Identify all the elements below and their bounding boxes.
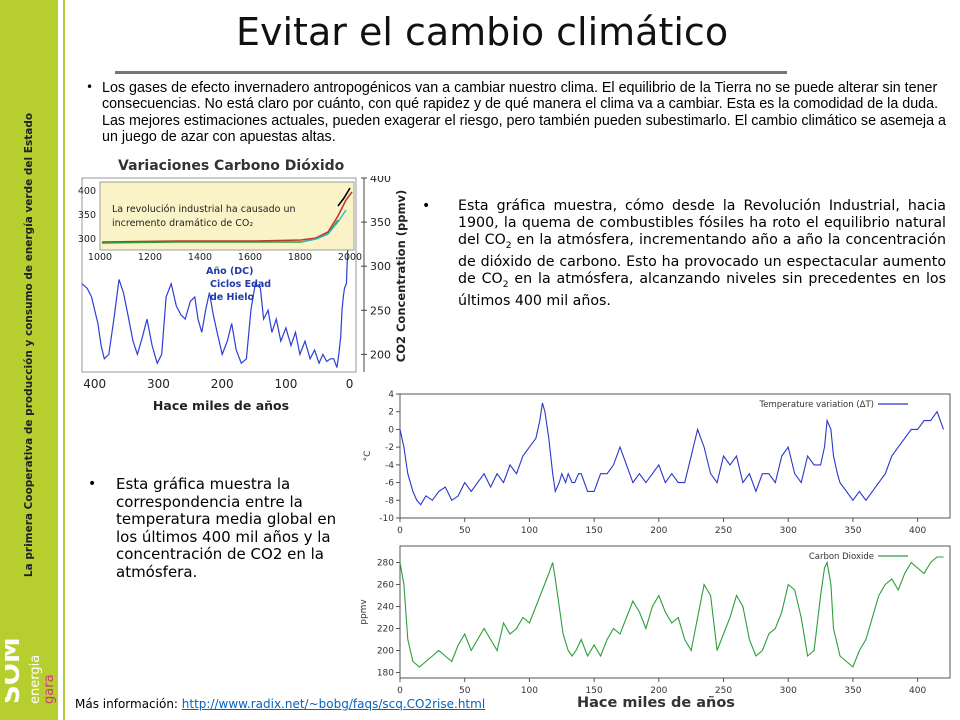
inset-series-red (101, 191, 353, 243)
x-tick-label: 350 (844, 526, 861, 536)
x-tick-label: 0 (397, 686, 403, 696)
legend-label: Carbon Dioxide (809, 552, 874, 562)
inset-y-tick-label: 400 (78, 186, 96, 197)
y-tick-label: 260 (377, 581, 394, 591)
legend-label: Temperature variation (ΔT) (759, 400, 874, 410)
inset-series-black (337, 187, 351, 207)
footer-link[interactable]: http://www.radix.net/~bobg/faqs/scq.CO2r… (181, 697, 486, 711)
inset-note: Ciclos Edad (210, 279, 271, 290)
x-tick-label: 100 (274, 377, 297, 391)
x-tick-label: 0 (346, 377, 354, 391)
title-underline (115, 71, 787, 74)
x-tick-label: 200 (211, 377, 234, 391)
y-tick-label: -4 (385, 461, 394, 471)
inset-y-tick-label: 350 (78, 210, 96, 221)
x-tick-label: 200 (650, 686, 667, 696)
y-tick-label: 200 (370, 348, 391, 361)
y-tick-label: 350 (370, 216, 391, 229)
co2-chart-title: Variaciones Carbono Dióxido (118, 158, 345, 174)
y-tick-label: 200 (377, 647, 394, 657)
inset-panel: La revolución industrial ha causado un i… (99, 181, 355, 251)
y-tick-label: -8 (385, 496, 394, 506)
bullet-marker: • (86, 80, 94, 94)
x-tick-label: 400 (83, 377, 106, 391)
inset-frame (99, 181, 355, 251)
slide-title: Evitar el cambio climático (236, 10, 729, 54)
x-tick-label: 250 (715, 526, 732, 536)
logo-som: SOM (5, 637, 26, 704)
x-tick-label: 50 (459, 686, 471, 696)
plot-frame (399, 393, 951, 519)
y-tick-label: -10 (379, 514, 394, 524)
revolution-paragraph: Esta gráfica muestra, cómo desde la Revo… (458, 198, 946, 309)
series-line (399, 556, 944, 668)
logo-gara: gara (42, 674, 57, 704)
y-axis-title: °C (363, 451, 373, 462)
x-tick-label: 400 (909, 686, 926, 696)
y-tick-label: 0 (388, 425, 394, 435)
chart3-xlabel: Hace miles de años (577, 695, 735, 711)
y-tick-label: 240 (377, 603, 394, 613)
inset-text: La revolución industrial ha causado un (112, 204, 296, 215)
x-tick-label: 50 (459, 526, 471, 536)
inset-text: incremento dramático de CO₂ (112, 218, 253, 229)
x-tick-label: 0 (397, 526, 403, 536)
inset-x-tick-label: 1000 (88, 252, 112, 263)
intro-paragraph: Los gases de efecto invernadero antropog… (102, 80, 946, 146)
x-tick-label: 200 (650, 526, 667, 536)
y-axis-title: ppmv (359, 599, 369, 625)
y-tick-label: 250 (370, 304, 391, 317)
som-energia-logo: SOM energia gara (5, 637, 57, 704)
inset-x-tick-label: 1200 (138, 252, 162, 263)
x-tick-label: 300 (147, 377, 170, 391)
x-tick-label: 150 (586, 686, 603, 696)
y-tick-label: 220 (377, 625, 394, 635)
footer: Más información: http://www.radix.net/~b… (75, 697, 485, 711)
x-tick-label: 100 (521, 526, 538, 536)
series-line (399, 402, 945, 506)
plot-frame (399, 545, 951, 679)
sidebar-slogan: La primera Cooperativa de producción y c… (23, 112, 35, 578)
co2-ppmv-chart: 0 50 100 150 200 250 300 350 400 280 260 240 220 200 1… (359, 545, 951, 696)
x-tick-label: 150 (586, 526, 603, 536)
co2-series-line (81, 186, 351, 368)
y-tick-label: 300 (370, 260, 391, 273)
temperature-chart: 0 50 100 150 200 250 300 350 400 4 2 0 -2 -4 -6 -8 -10 °C… (363, 390, 951, 536)
brand-sidebar (0, 0, 58, 720)
y-tick-label: 280 (377, 559, 394, 569)
x-axis-title: Hace miles de años (153, 398, 289, 413)
inset-series-cyan (300, 209, 347, 243)
inset-x-tick-label: 1800 (288, 252, 312, 263)
y-tick-label: -6 (385, 479, 394, 489)
sidebar-divider (63, 0, 65, 720)
inset-x-tick-label: 2000 (338, 252, 362, 263)
logo-energia: energia (28, 655, 43, 704)
inset-x-tick-label: 1400 (188, 252, 212, 263)
x-tick-label: 300 (780, 686, 797, 696)
y-tick-label: -2 (385, 443, 394, 453)
y-tick-label: 2 (388, 408, 394, 418)
x-tick-label: 400 (909, 526, 926, 536)
footer-label: Más información: (75, 697, 182, 711)
inset-note: de Hielo (210, 292, 254, 303)
y-tick-label: 180 (377, 669, 394, 679)
bullet-marker: • (88, 476, 97, 492)
co2-history-chart: La revolución industrial ha causado un i… (78, 176, 408, 413)
x-tick-label: 100 (521, 686, 538, 696)
x-tick-label: 250 (715, 686, 732, 696)
y-tick-label: 4 (388, 390, 394, 400)
inset-y-tick-label: 300 (78, 234, 96, 245)
x-tick-label: 300 (780, 526, 797, 536)
inset-xlabel: Año (DC) (206, 266, 254, 277)
x-tick-label: 350 (844, 686, 861, 696)
y-tick-label: 400 (370, 176, 391, 185)
bullet-marker: • (422, 198, 431, 214)
inset-x-tick-label: 1600 (238, 252, 262, 263)
correspondence-paragraph: Esta gráfica muestra la correspondencia … (116, 475, 337, 581)
y-axis-title: CO2 Concentration (ppmv) (394, 190, 408, 362)
